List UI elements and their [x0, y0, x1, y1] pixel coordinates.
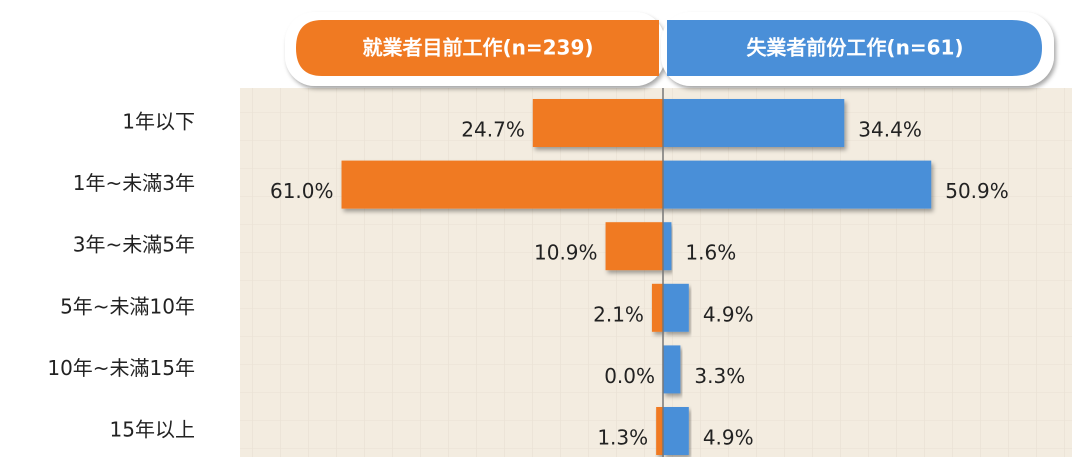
- value-label: 4.9%: [703, 426, 754, 450]
- value-label: 0.0%: [604, 364, 655, 388]
- bar: [341, 160, 663, 209]
- value-label: 50.9%: [945, 179, 1009, 203]
- bar: [663, 283, 689, 332]
- category-label: 10年~未滿15年: [47, 356, 195, 380]
- bar: [663, 345, 681, 394]
- category-label: 15年以上: [110, 418, 195, 442]
- header-left: [296, 20, 659, 76]
- category-label: 3年~未滿5年: [73, 233, 195, 257]
- bar: [663, 407, 689, 455]
- value-label: 10.9%: [534, 241, 598, 265]
- category-label: 1年~未滿3年: [73, 171, 195, 195]
- value-label: 4.9%: [703, 302, 754, 326]
- value-label: 61.0%: [270, 179, 334, 203]
- legend-label: 就業者目前工作(n=239): [362, 36, 593, 60]
- plot-background: [240, 88, 1072, 457]
- category-label: 5年~未滿10年: [60, 294, 195, 318]
- value-label: 1.3%: [597, 426, 648, 450]
- bar: [663, 222, 672, 271]
- category-label: 1年以下: [122, 110, 195, 134]
- bar: [656, 407, 663, 455]
- value-label: 3.3%: [694, 364, 745, 388]
- legend-label: 失業者前份工作(n=61): [746, 36, 963, 60]
- value-label: 34.4%: [858, 118, 922, 142]
- bar: [663, 160, 932, 209]
- bar: [605, 222, 663, 271]
- header-right: [667, 20, 1042, 76]
- bar: [532, 99, 663, 147]
- bar: [651, 283, 663, 332]
- value-label: 24.7%: [461, 118, 525, 142]
- bar: [663, 99, 845, 147]
- value-label: 2.1%: [593, 302, 644, 326]
- value-label: 1.6%: [685, 241, 736, 265]
